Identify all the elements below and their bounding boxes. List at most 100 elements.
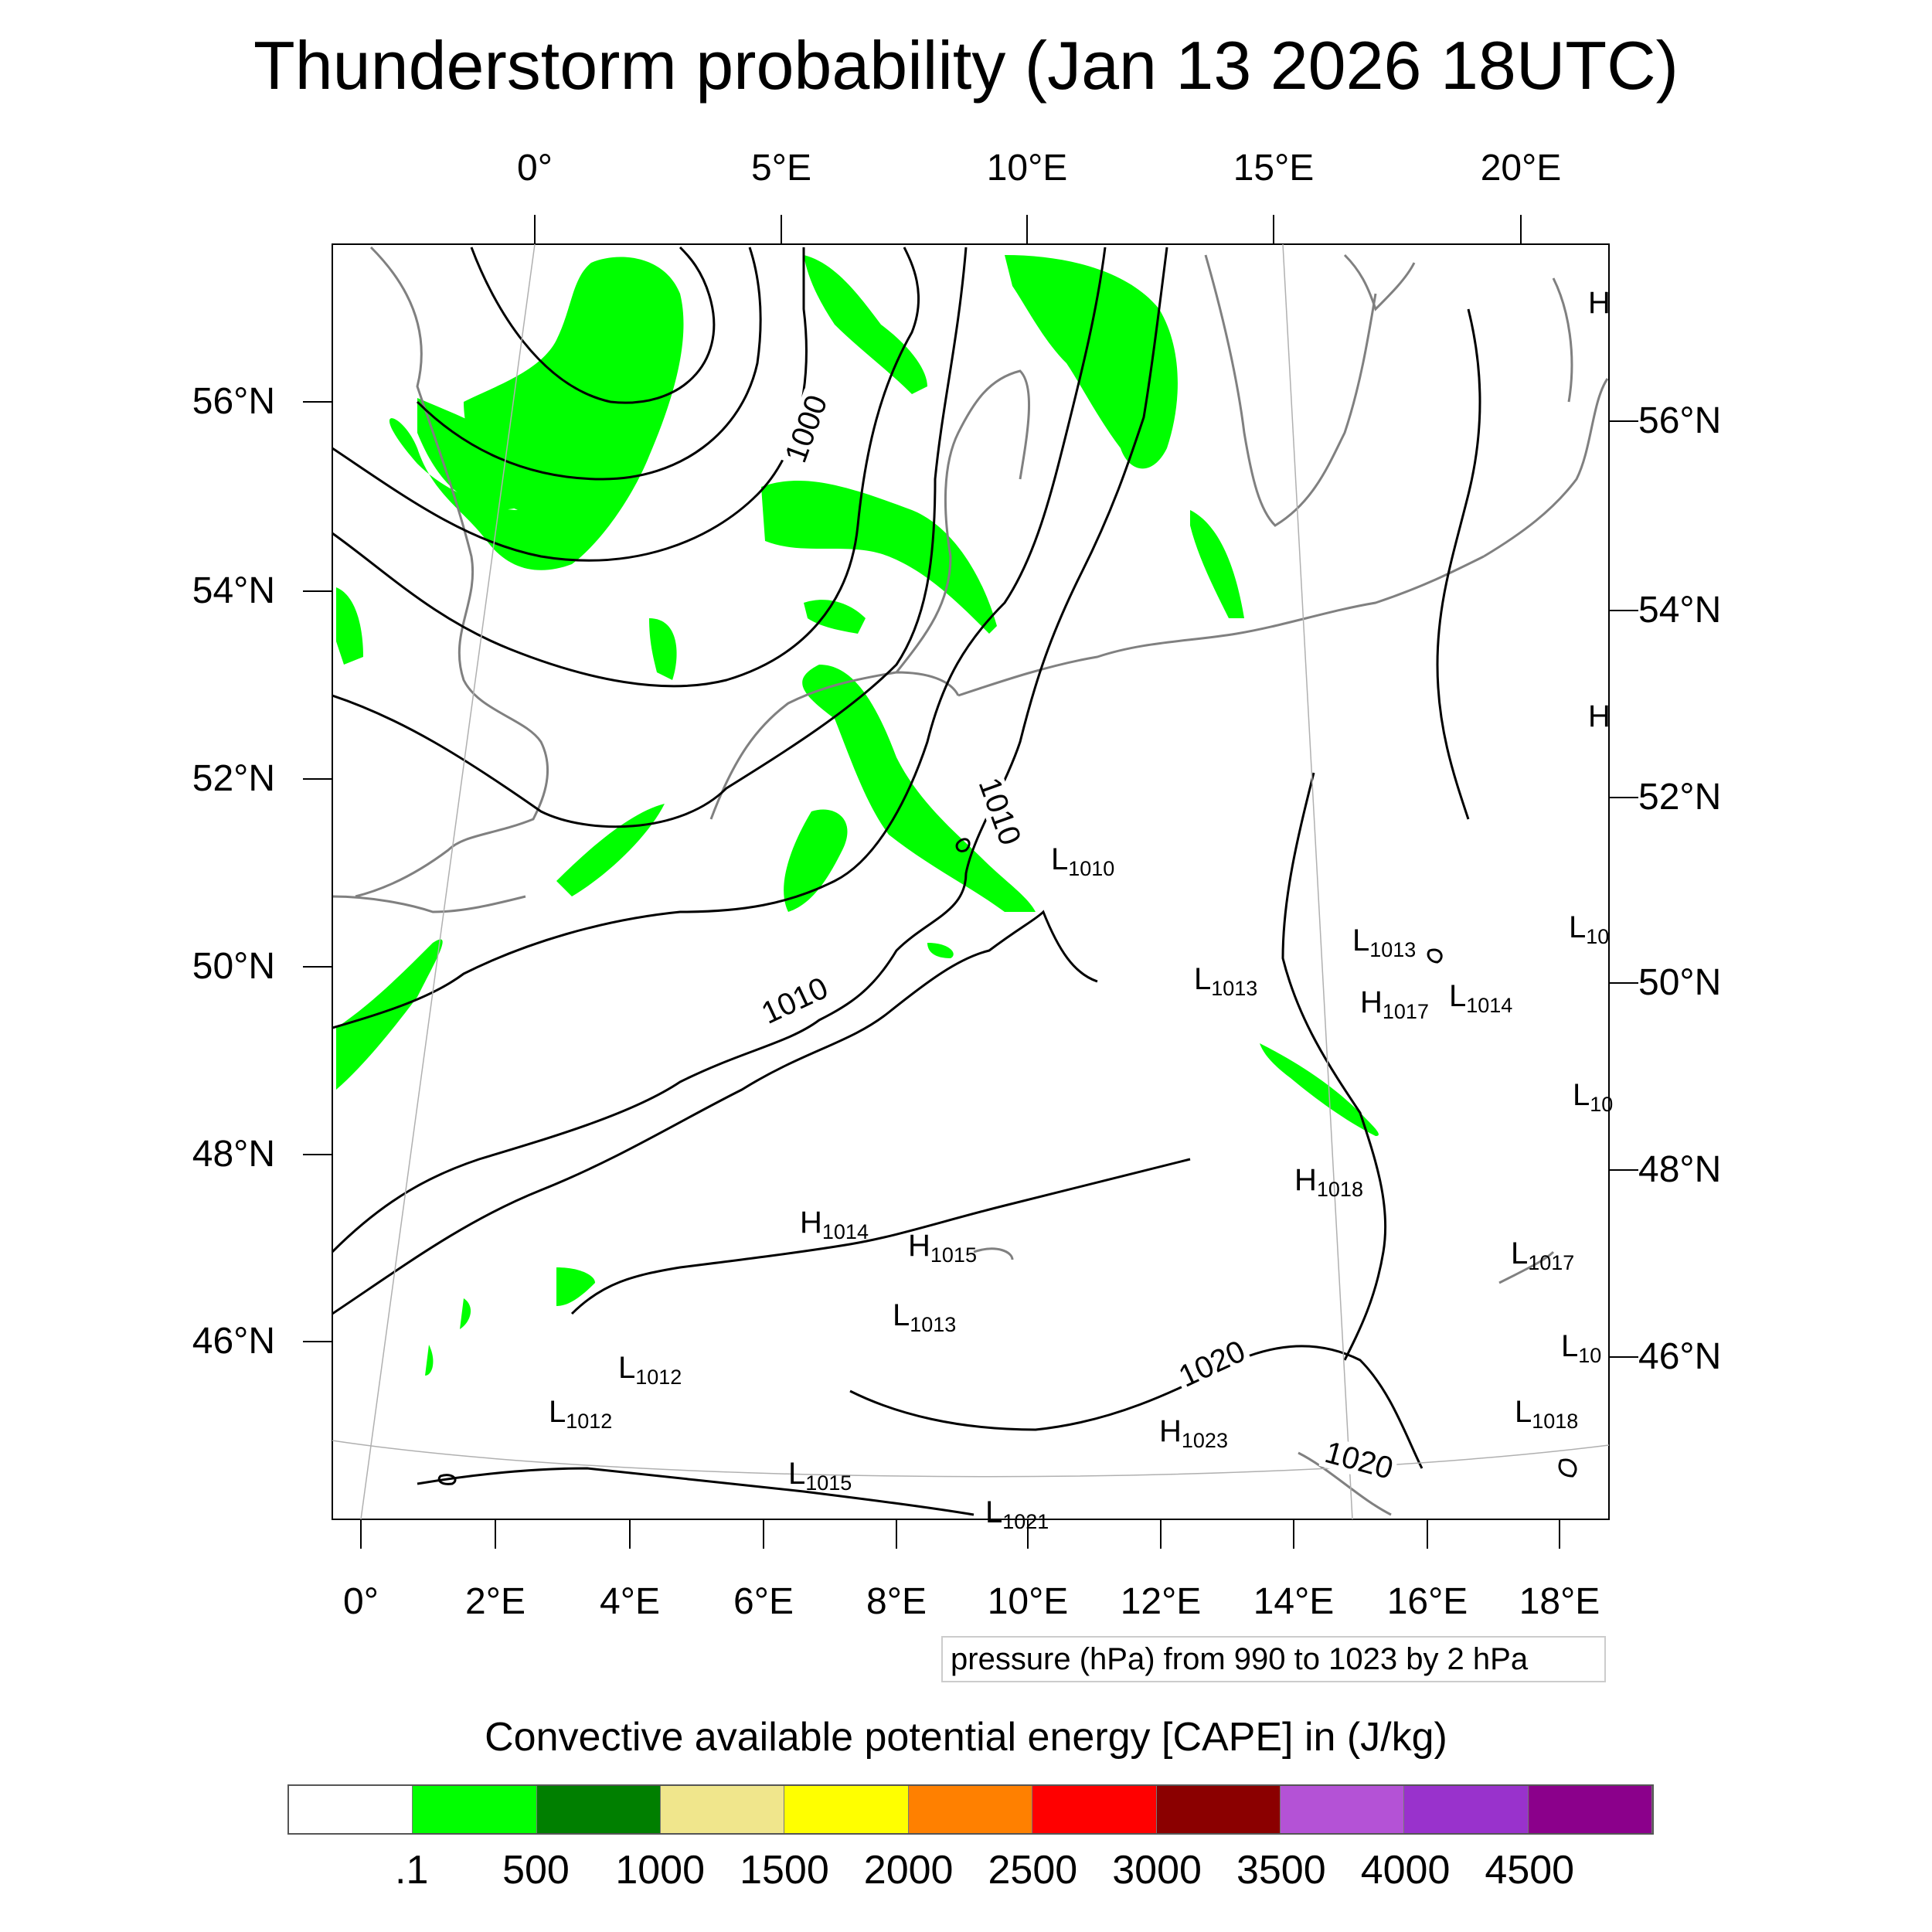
colorbar-tick-label: 2500 [988,1848,1078,1893]
isobar-loop1 [955,838,971,852]
coast-alps-lake [973,1247,1014,1260]
colorbar-tick-label: 500 [502,1848,570,1893]
colorbar-tick-label: 3500 [1236,1848,1326,1893]
isobar-south [417,1467,975,1516]
colorbar-swatch [1156,1786,1281,1833]
left-axis-label: 52°N [192,758,275,799]
top-axis-label: 5°E [751,148,811,189]
coastlines [332,246,1609,1516]
cape-areas [336,255,1379,1376]
map-title: Thunderstorm probability (Jan 13 2026 18… [253,27,1679,104]
pressure-center: H1015 [908,1229,977,1267]
cape-area-alps-west [556,1267,595,1306]
isobar-east [1281,772,1387,1361]
pressure-center: L1012 [618,1351,682,1389]
isobar-alps [570,1158,1191,1315]
right-axis-label: 46°N [1638,1336,1722,1377]
pressure-center: L1015 [788,1457,852,1495]
coast-adriatic [1298,1451,1392,1516]
cape-area-north-west [336,587,363,665]
right-axis-label: 48°N [1638,1149,1722,1190]
right-axis-label: 52°N [1638,777,1722,818]
colorbar-swatch [536,1786,662,1833]
colorbar-tick-label: 3000 [1112,1848,1202,1893]
isobar-ring4 [332,247,920,688]
isobar-mid [332,910,1098,1315]
cape-area-channel [336,939,443,1090]
isobar-ring5 [332,247,968,828]
isobar-ring2 [416,247,762,481]
map-frame [332,243,1610,1520]
pressure-center: L1012 [549,1395,613,1433]
pressure-center: H1018 [1294,1163,1363,1201]
right-axis-label: 56°N [1638,400,1722,441]
cape-area-north-germany [804,600,866,634]
colorbar-swatch [661,1786,785,1833]
cape-area-skagerrak [804,255,927,394]
colorbar-swatch [908,1786,1033,1833]
colorbar-swatch [1280,1786,1405,1833]
colorbar-tick-label: .1 [395,1848,429,1893]
isobar-loop3 [1558,1458,1577,1478]
bottom-axis-label: 4°E [600,1581,660,1622]
colorbar-swatch [1404,1786,1529,1833]
coast-baltic-east [1483,378,1609,558]
cape-area-small2 [425,1345,434,1376]
colorbar-swatch [289,1786,413,1833]
axis-ticks [303,215,1638,1549]
left-axis-label: 50°N [192,946,275,987]
pressure-center: L1013 [893,1298,957,1336]
coast-denmark [895,369,1030,673]
cape-area-germany-band [802,665,1036,912]
isobar-1010 [332,247,1107,1029]
cape-area-small1 [927,943,954,958]
colorbar [287,1784,1654,1835]
colorbar-swatch [1032,1786,1157,1833]
cape-area-baltic [1190,510,1244,618]
pressure-center: L10 [1561,1329,1602,1367]
colorbar-title: Convective available potential energy [C… [485,1715,1447,1760]
bottom-axis-label: 8°E [866,1581,927,1622]
bottom-axis-label: 18°E [1519,1581,1600,1622]
pressure-center: L1014 [1449,979,1513,1017]
coast-france-north [332,895,526,913]
pressure-center: L1021 [985,1495,1049,1533]
isobar-far-east [1436,308,1481,820]
bottom-axis-label: 12°E [1120,1581,1202,1622]
isobar-loop2 [1427,948,1443,964]
bottom-axis-label: 14°E [1253,1581,1335,1622]
coast-norway [1343,253,1416,311]
isobar-1010-b [332,247,1168,1253]
cape-area-dutch [649,618,677,680]
cape-area-belgium [556,804,665,896]
pressure-center: H [1588,699,1611,733]
pressure-center: L1013 [1194,962,1258,1000]
pressure-note: pressure (hPa) from 990 to 1023 by 2 hPa [941,1636,1606,1682]
coast-sweden [1204,254,1377,527]
right-axis-label: 50°N [1638,962,1722,1003]
colorbar-swatch [413,1786,537,1833]
isobars [332,246,1577,1516]
colorbar-swatch [1528,1786,1652,1833]
cape-area-france-south [460,1298,471,1329]
cape-area-north-sea [389,257,684,570]
bottom-axis-label: 10°E [987,1581,1069,1622]
pressure-center: L1013 [1352,923,1417,961]
top-axis-label: 20°E [1480,148,1562,189]
cape-area-jutland-band [761,480,997,634]
isobar-low-center [470,246,716,404]
cape-area-sweden [1005,255,1178,469]
coast-netherlands [709,671,960,820]
top-axis-label: 15°E [1233,148,1315,189]
pressure-center: H1017 [1360,985,1429,1023]
left-axis-label: 48°N [192,1134,275,1175]
top-axis-label: 10°E [986,148,1068,189]
top-axis-label: 0° [517,148,553,189]
pressure-center: L1017 [1511,1236,1575,1274]
coast-gulf [1552,277,1573,403]
cape-area-west-germany [784,809,848,912]
colorbar-tick-label: 2000 [863,1848,954,1893]
colorbar-tick-label: 1000 [615,1848,706,1893]
bottom-axis-label: 2°E [465,1581,526,1622]
graticule [332,243,1610,1520]
